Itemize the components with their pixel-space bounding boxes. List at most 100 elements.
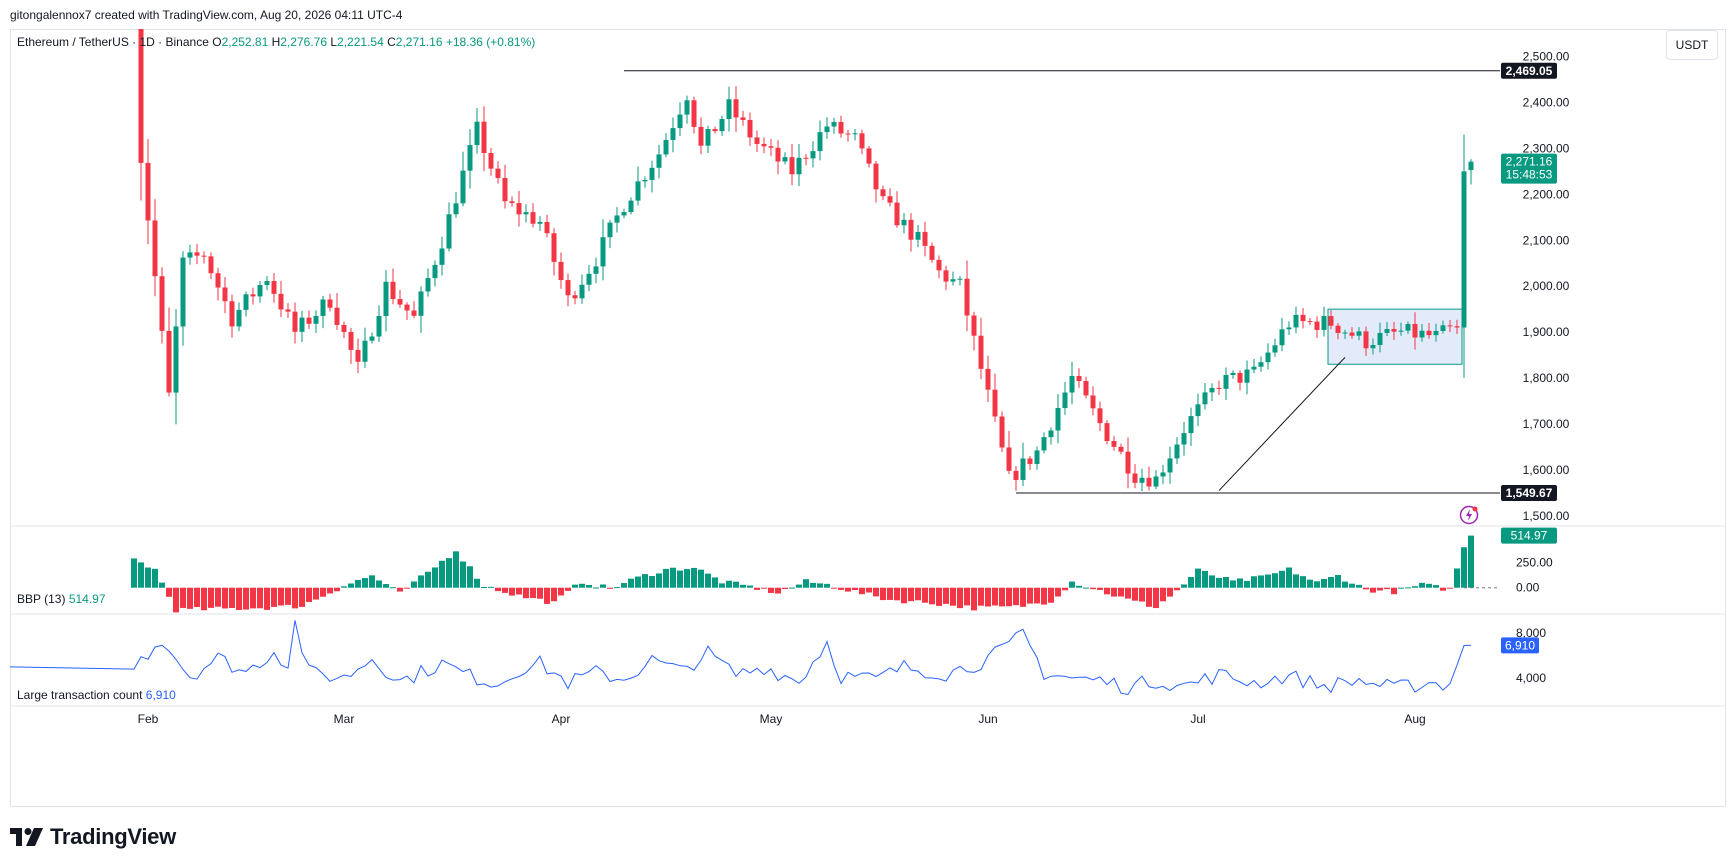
flash-icon xyxy=(1459,505,1479,525)
candle-body xyxy=(929,245,935,260)
bbp-bar xyxy=(1265,574,1271,588)
candle xyxy=(509,196,515,207)
bbp-bar xyxy=(1090,587,1096,590)
candle xyxy=(691,96,697,134)
candle xyxy=(964,260,970,332)
candle xyxy=(971,311,977,351)
candle-body xyxy=(544,221,550,234)
bbp-bar xyxy=(215,587,221,607)
bbp-bar xyxy=(782,587,788,589)
candle-body xyxy=(1139,477,1145,483)
currency-button[interactable]: USDT xyxy=(1666,30,1718,60)
candle-body xyxy=(1160,472,1166,477)
candle xyxy=(404,302,410,320)
candle-body xyxy=(831,122,837,127)
bbp-bar xyxy=(908,587,914,602)
candle-body xyxy=(1027,458,1033,464)
candle xyxy=(684,95,690,124)
candle xyxy=(327,293,333,312)
candle xyxy=(1244,360,1250,395)
bbp-bar xyxy=(1153,587,1159,609)
bbp-bar xyxy=(1223,577,1229,588)
candle-body xyxy=(852,133,858,135)
candle-body xyxy=(551,233,557,262)
candle xyxy=(950,271,956,286)
candle xyxy=(1118,443,1124,455)
candle-body xyxy=(775,147,781,162)
price-tick-label: 1,700.00 xyxy=(1523,417,1570,431)
candle-body xyxy=(957,278,963,280)
candle-body xyxy=(1216,387,1222,389)
bbp-bar xyxy=(383,584,389,588)
candle xyxy=(796,143,802,187)
candle xyxy=(1258,356,1264,372)
candle-body xyxy=(1419,330,1425,338)
bbp-bar xyxy=(586,585,592,588)
price-tick-label: 2,100.00 xyxy=(1523,233,1570,247)
candle-body xyxy=(1363,331,1369,349)
candle-body xyxy=(397,299,403,305)
bbp-bar xyxy=(838,587,844,590)
candle xyxy=(215,267,221,301)
candle xyxy=(1405,321,1411,334)
flash-icon-dot xyxy=(1472,506,1478,512)
candle-body xyxy=(341,324,347,332)
bbp-bar xyxy=(1013,587,1019,606)
candle xyxy=(1349,327,1355,339)
candle-body xyxy=(579,284,585,299)
candle-body xyxy=(1468,161,1474,171)
candle xyxy=(278,280,284,318)
candle xyxy=(432,260,438,287)
bbp-bar xyxy=(1419,582,1425,588)
candle xyxy=(264,276,270,291)
candle xyxy=(957,276,963,286)
candle-body xyxy=(1440,325,1446,331)
bbp-bar xyxy=(362,578,368,588)
candle xyxy=(271,273,277,303)
candle xyxy=(194,243,200,265)
candle xyxy=(901,212,907,234)
bbp-bar xyxy=(1146,587,1152,607)
candle-body xyxy=(628,200,634,213)
bbp-bar xyxy=(1258,575,1264,588)
candle xyxy=(558,252,564,289)
candle-body xyxy=(1223,374,1229,389)
tradingview-logo[interactable]: TradingView xyxy=(10,824,176,850)
candle xyxy=(1055,394,1061,444)
candle xyxy=(1398,322,1404,336)
ascending-trendline xyxy=(1218,357,1346,491)
candle-body xyxy=(166,330,172,393)
candle xyxy=(1223,367,1229,400)
ltc-legend: Large transaction count 6,910 xyxy=(17,688,176,702)
bbp-bar xyxy=(1181,584,1187,588)
bbp-bar xyxy=(1244,580,1250,588)
ltc-series xyxy=(10,620,1472,696)
candle xyxy=(1272,338,1278,357)
bbp-bar xyxy=(1230,580,1236,588)
candle-body xyxy=(180,257,186,327)
candle xyxy=(999,411,1005,453)
chart-canvas[interactable]: 2,500.00 2,400.00 2,300.00 2,200.00 2,100.00… xyxy=(10,29,1726,807)
bbp-bar xyxy=(523,587,529,599)
consolidation-box xyxy=(1327,308,1463,365)
candle-body xyxy=(1328,316,1334,326)
candle xyxy=(1391,321,1397,340)
bbp-bar xyxy=(1132,587,1138,601)
bbp-bar xyxy=(1300,576,1306,588)
bbp-bar xyxy=(530,587,536,599)
candle-body xyxy=(194,252,200,256)
bbp-bar xyxy=(236,587,242,610)
candle-body xyxy=(768,146,774,148)
bbp-bar xyxy=(1237,578,1243,588)
bbp-bar xyxy=(1020,587,1026,607)
candle-body xyxy=(964,278,970,316)
candle xyxy=(320,295,326,329)
candle-body xyxy=(593,266,599,274)
candle-body xyxy=(299,317,305,332)
candle xyxy=(481,106,487,172)
bbp-bar xyxy=(306,587,312,602)
candle-body xyxy=(894,202,900,226)
candle-body xyxy=(817,132,823,152)
bbp-bar xyxy=(1461,547,1467,588)
candle xyxy=(635,166,641,206)
